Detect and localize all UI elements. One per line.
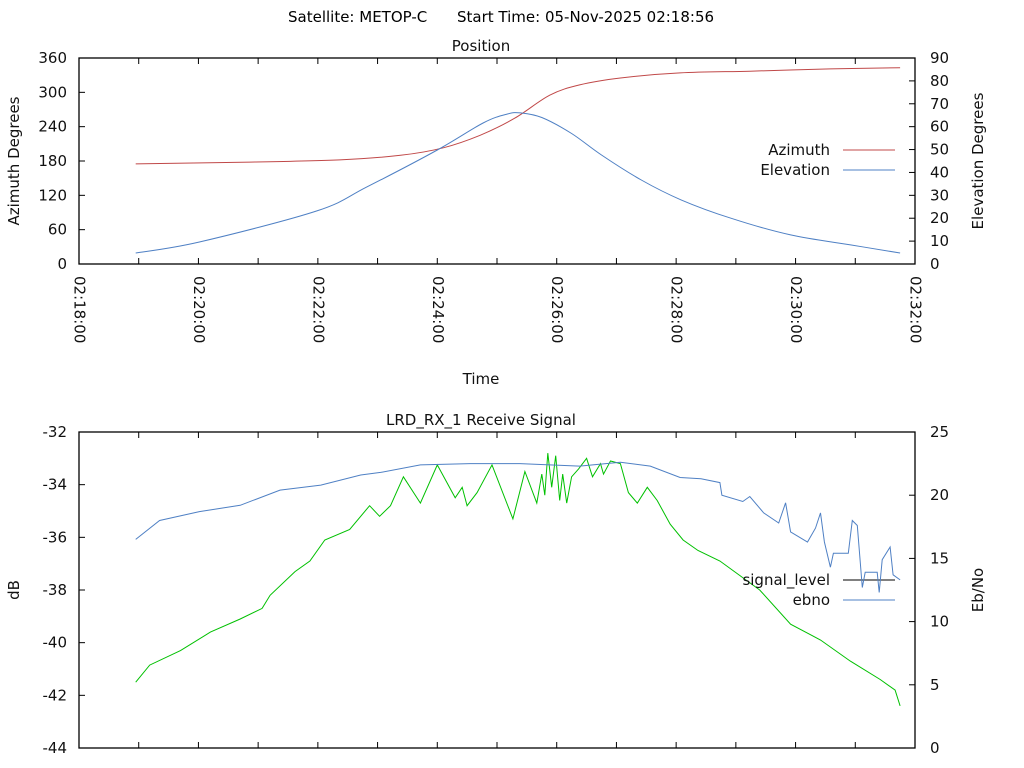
chart-title: Position bbox=[452, 37, 510, 55]
y-tick-label: 120 bbox=[38, 186, 67, 204]
y2-tick-label: 20 bbox=[930, 486, 949, 504]
y-tick-label: 240 bbox=[38, 118, 67, 136]
plot-frame bbox=[78, 431, 916, 749]
y2-tick-label: 80 bbox=[930, 72, 949, 90]
legend-label-signal_level: signal_level bbox=[742, 571, 830, 590]
y2-tick-label: 20 bbox=[930, 209, 949, 227]
y2-tick-label: 0 bbox=[930, 739, 940, 757]
y-tick-label: 180 bbox=[38, 152, 67, 170]
y2-tick-label: 10 bbox=[930, 613, 949, 631]
y2-tick-label: 30 bbox=[930, 186, 949, 204]
x-tick-label: 02:18:00 bbox=[71, 276, 89, 343]
y2-axis-label: Elevation Degrees bbox=[969, 92, 987, 229]
satellite-title: Satellite: METOP-C bbox=[288, 8, 428, 26]
y2-tick-label: 0 bbox=[930, 255, 940, 273]
legend-label-azimuth: Azimuth bbox=[768, 141, 830, 159]
y2-tick-label: 5 bbox=[930, 676, 940, 694]
y-axis-label: Azimuth Degrees bbox=[5, 96, 23, 225]
start-time-title: Start Time: 05-Nov-2025 02:18:56 bbox=[457, 8, 715, 26]
y2-tick-label: 40 bbox=[930, 163, 949, 181]
x-tick-label: 02:24:00 bbox=[429, 276, 447, 343]
y-tick-label: 360 bbox=[38, 49, 67, 67]
legend-label-elevation: Elevation bbox=[760, 161, 830, 179]
y-tick-label: 0 bbox=[57, 255, 67, 273]
y-tick-label: -34 bbox=[43, 476, 68, 494]
y-tick-label: -40 bbox=[43, 634, 68, 652]
y2-tick-label: 70 bbox=[930, 95, 949, 113]
series-line-signal_level bbox=[135, 453, 901, 707]
series-line-azimuth bbox=[135, 67, 901, 165]
chart-title: LRD_RX_1 Receive Signal bbox=[386, 411, 576, 430]
y-tick-label: 60 bbox=[48, 221, 67, 239]
y-axis-label: dB bbox=[5, 580, 23, 600]
series-line-elevation bbox=[135, 112, 901, 254]
y-tick-label: -44 bbox=[43, 739, 68, 757]
y2-tick-label: 25 bbox=[930, 423, 949, 441]
y2-tick-label: 15 bbox=[930, 549, 949, 567]
y-tick-label: -36 bbox=[43, 528, 68, 546]
y2-tick-label: 10 bbox=[930, 232, 949, 250]
x-tick-label: 02:20:00 bbox=[190, 276, 208, 343]
y-tick-label: -42 bbox=[43, 686, 68, 704]
legend-label-ebno: ebno bbox=[793, 591, 830, 609]
y2-axis-label: Eb/No bbox=[969, 568, 987, 612]
x-axis-label: Time bbox=[462, 370, 500, 388]
x-tick-label: 02:32:00 bbox=[907, 276, 925, 343]
y-tick-label: -38 bbox=[43, 581, 68, 599]
y2-tick-label: 60 bbox=[930, 118, 949, 136]
x-tick-label: 02:26:00 bbox=[548, 276, 566, 343]
y2-tick-label: 50 bbox=[930, 141, 949, 159]
y-tick-label: -32 bbox=[43, 423, 68, 441]
x-tick-label: 02:28:00 bbox=[668, 276, 686, 343]
series-line-ebno bbox=[135, 461, 901, 593]
x-tick-label: 02:30:00 bbox=[787, 276, 805, 343]
y-tick-label: 300 bbox=[38, 83, 67, 101]
x-tick-label: 02:22:00 bbox=[309, 276, 327, 343]
y2-tick-label: 90 bbox=[930, 49, 949, 67]
